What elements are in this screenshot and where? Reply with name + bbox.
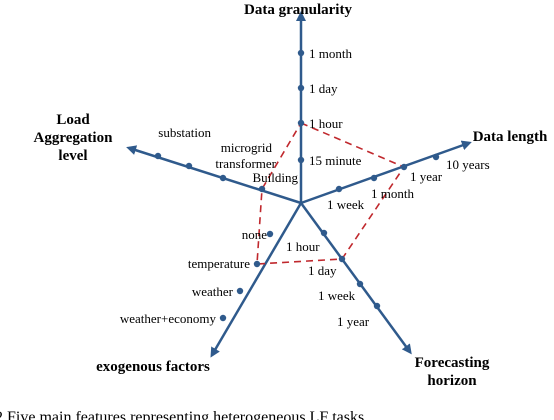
tick-point-2-1 [338, 255, 346, 263]
tick-label-3-0: none [242, 227, 268, 242]
tick-label-1-2: 1 year [410, 169, 443, 184]
tick-label-4-2: microgrid [221, 140, 273, 155]
tick-point-0-3 [297, 49, 305, 57]
tick-point-0-2 [297, 84, 305, 92]
tick-label-2-3: 1 year [337, 314, 370, 329]
axis-line-3 [210, 202, 303, 358]
tick-point-2-3 [373, 302, 381, 310]
tick-point-0-0 [297, 156, 305, 164]
tick-point-4-2 [185, 162, 193, 170]
feature-polygon-layer [256, 121, 406, 265]
tick-label-3-1: temperature [188, 256, 250, 271]
tick-label-3-3: weather+economy [120, 311, 217, 326]
tick-point-2-0 [320, 229, 328, 237]
tick-label-2-2: 1 week [318, 288, 356, 303]
axis-title-3-line-0: exogenous factors [96, 359, 210, 375]
tick-point-4-1 [219, 174, 227, 182]
axis-title-2-line-1: horizon [427, 373, 477, 389]
tick-label-4-1: transformer [215, 156, 276, 171]
tick-label-1-0: 1 week [327, 197, 365, 212]
tick-label-2-1: 1 day [308, 263, 337, 278]
axis-title-4-line-2: level [58, 148, 87, 164]
tick-label-0-3: 1 month [309, 46, 352, 61]
axis-line-2 [299, 202, 412, 355]
feature-polygon [256, 121, 406, 265]
axis-title-4-line-0: Load [56, 112, 90, 128]
tick-point-0-1 [297, 119, 305, 127]
tick-points-layer [154, 49, 440, 322]
axis-title-4-line-1: Aggregation [34, 130, 114, 146]
tick-point-3-0 [266, 230, 274, 238]
tick-label-0-1: 1 hour [309, 116, 343, 131]
tick-label-4-3: substation [158, 125, 211, 140]
tick-label-4-0: Building [252, 170, 298, 185]
figure-caption: 2 Five main features representing hetero… [0, 409, 364, 420]
tick-label-1-3: 10 years [446, 157, 490, 172]
axis-title-1-line-0: Data length [473, 129, 548, 145]
axis-title-0-line-0: Data granularity [244, 2, 352, 18]
tick-point-3-3 [219, 314, 227, 322]
tick-label-1-1: 1 month [371, 186, 414, 201]
tick-label-3-2: weather [192, 284, 234, 299]
tick-point-1-3 [432, 153, 440, 161]
axes-layer [126, 11, 472, 358]
tick-point-1-1 [370, 174, 378, 182]
tick-label-2-0: 1 hour [286, 239, 320, 254]
tick-point-4-0 [258, 185, 266, 193]
labels-layer: 15 minute 1 hour 1 day 1 month Data granular… [34, 2, 548, 389]
tick-point-4-3 [154, 152, 162, 160]
tick-point-1-2 [400, 163, 408, 171]
tick-label-0-2: 1 day [309, 81, 338, 96]
axis-title-2-line-0: Forecasting [415, 355, 490, 371]
tick-point-1-0 [335, 185, 343, 193]
tick-point-3-1 [253, 260, 261, 268]
tick-point-3-2 [236, 287, 244, 295]
tick-label-0-0: 15 minute [309, 153, 362, 168]
tick-point-2-2 [356, 280, 364, 288]
axis-line-1 [300, 140, 472, 205]
